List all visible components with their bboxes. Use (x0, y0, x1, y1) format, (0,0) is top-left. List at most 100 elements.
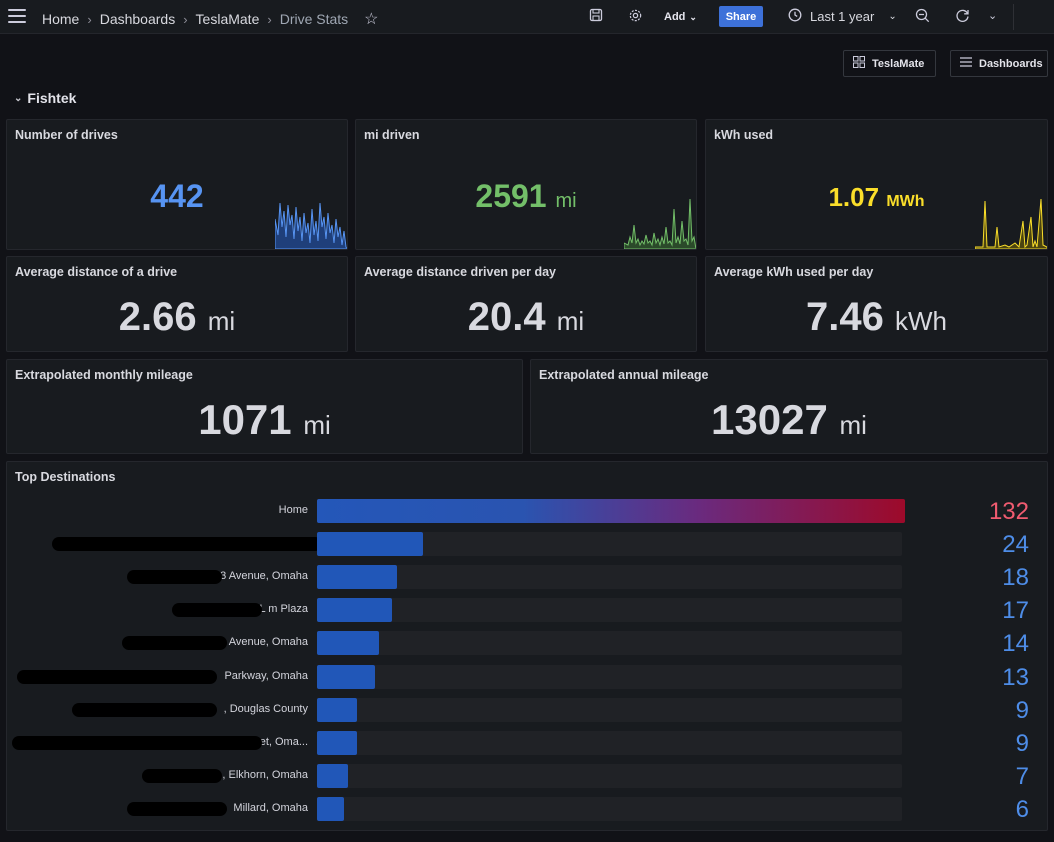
bar-fill (317, 730, 357, 755)
destination-row: Avenue, Omaha 14 (7, 630, 1047, 657)
stat-unit: MWh (886, 193, 925, 210)
destination-label: 3 Avenue, Omaha (220, 570, 308, 583)
stat-value: 442 (7, 178, 347, 215)
sparkline (275, 202, 347, 249)
bar-fill (317, 664, 375, 689)
destination-count: 17 (1002, 597, 1029, 625)
redaction-mark (12, 735, 262, 750)
stat-number: 2.66 (118, 295, 197, 339)
bar-track (317, 697, 902, 722)
zoom-out-icon[interactable] (915, 8, 930, 26)
divider (1013, 4, 1014, 30)
panel-average-kwh-per-day: Average kWh used per day 7.46 kWh (705, 256, 1048, 352)
destination-count: 13 (1002, 663, 1029, 691)
panel-top-destinations: Top Destinations Home 132 24 3 Avenue, Omah… (6, 461, 1048, 831)
stat-unit: mi (839, 410, 867, 440)
stat-value: 7.46 kWh (706, 295, 1047, 340)
destination-row: , Douglas County 9 (7, 696, 1047, 724)
stat-number: 1.07 (828, 182, 880, 212)
redaction-mark (172, 603, 262, 618)
destination-count: 7 (1015, 762, 1029, 790)
breadcrumb-drive-stats: Drive Stats (279, 11, 349, 27)
stat-unit: mi (555, 190, 577, 212)
bar-fill (317, 763, 348, 788)
apps-icon (853, 56, 865, 71)
dashboards-link-button[interactable]: Dashboards (950, 50, 1048, 77)
stat-unit: mi (556, 306, 585, 336)
stat-number: 20.4 (467, 295, 546, 339)
redaction-mark (127, 801, 227, 816)
bar-fill (317, 697, 357, 722)
destination-count: 9 (1015, 696, 1029, 724)
stat-number: 1071 (198, 396, 292, 443)
chevron-down-icon[interactable]: ⌄ (988, 10, 998, 22)
row-header-fishtek[interactable]: ⌄ Fishtek (14, 90, 76, 106)
panel-kwh-used: kWh used 1.07 MWh (705, 119, 1048, 250)
time-range-picker[interactable]: Last 1 year ⌄ (788, 8, 897, 25)
panel-mi-driven: mi driven 2591 mi (355, 119, 697, 250)
redaction-mark (17, 669, 217, 684)
panel-average-distance-per-day: Average distance driven per day 20.4 mi (355, 256, 697, 352)
destination-label: , Elkhorn, Omaha (222, 768, 308, 781)
destination-label: Home (278, 504, 308, 516)
share-button[interactable]: Share (719, 6, 763, 27)
redaction-mark (52, 537, 322, 552)
bar-track (317, 763, 902, 788)
add-button[interactable]: Add ⌄ (658, 7, 703, 27)
stat-number: 2591 (475, 178, 547, 214)
destination-count: 9 (1015, 729, 1029, 757)
destination-row: 24 (7, 531, 1047, 558)
panel-title: mi driven (364, 128, 420, 142)
chevron-right-icon: › (87, 11, 92, 27)
destination-row: 3 Avenue, Omaha 18 (7, 564, 1047, 592)
teslamate-link-button[interactable]: TeslaMate (843, 50, 936, 77)
breadcrumb: Home › Dashboards › TeslaMate › Drive St… (42, 9, 379, 29)
destination-row: Millard, Omaha 6 (7, 796, 1047, 823)
chevron-right-icon: › (267, 11, 272, 27)
bar-fill (317, 532, 423, 557)
bar-track (317, 730, 902, 755)
refresh-icon[interactable] (955, 8, 970, 26)
destination-count: 18 (1002, 564, 1029, 592)
panel-extrapolated-monthly: Extrapolated monthly mileage 1071 mi (6, 359, 523, 454)
panel-title: Extrapolated monthly mileage (15, 368, 193, 382)
panel-title: Number of drives (15, 128, 118, 142)
destination-label: , Douglas County (223, 702, 308, 715)
bar-track (317, 499, 905, 523)
redaction-mark (127, 570, 222, 585)
menu-icon[interactable] (8, 9, 26, 23)
stat-unit: mi (207, 306, 236, 336)
bar-fill (317, 565, 397, 590)
bar-track (317, 796, 902, 821)
bar-track (317, 532, 902, 557)
stat-value: 1.07 MWh (706, 182, 1047, 213)
destination-label: L m Plaza (259, 603, 308, 616)
star-icon[interactable]: ☆ (364, 11, 379, 28)
stat-value: 13027 mi (531, 396, 1047, 444)
breadcrumb-dashboards[interactable]: Dashboards (99, 11, 176, 27)
stat-value: 1071 mi (7, 396, 522, 444)
breadcrumb-teslamate[interactable]: TeslaMate (195, 11, 260, 27)
top-navbar: Home › Dashboards › TeslaMate › Drive St… (0, 0, 1054, 34)
teslamate-link-label: TeslaMate (872, 57, 925, 70)
bar-fill (317, 796, 344, 821)
destination-label: Millard, Omaha (233, 801, 308, 814)
panel-title: Top Destinations (15, 470, 116, 484)
row-title: Fishtek (27, 90, 77, 106)
redaction-mark (142, 768, 222, 783)
destination-count: 132 (988, 498, 1029, 525)
save-icon[interactable] (589, 8, 603, 25)
bar-track (317, 631, 902, 656)
add-label: Add (664, 11, 686, 23)
destination-row: L m Plaza 17 (7, 597, 1047, 625)
stat-value: 20.4 mi (356, 295, 696, 340)
stat-number: 7.46 (806, 295, 884, 339)
stat-value: 2591 mi (356, 178, 696, 215)
breadcrumb-home[interactable]: Home (42, 11, 80, 27)
gear-icon[interactable] (628, 8, 643, 26)
chevron-down-icon: ⌄ (888, 11, 897, 22)
panel-number-of-drives: Number of drives 442 (6, 119, 348, 250)
chevron-down-icon: ⌄ (689, 11, 697, 22)
panel-title: kWh used (714, 128, 774, 142)
bar-fill (317, 631, 379, 656)
